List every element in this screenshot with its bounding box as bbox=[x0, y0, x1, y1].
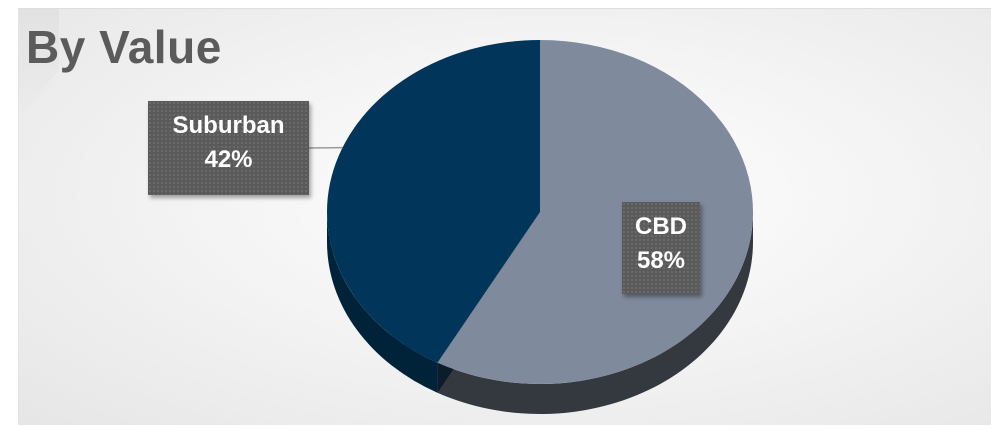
cbd-label-name: CBD bbox=[622, 210, 700, 244]
suburban-data-label: Suburban 42% bbox=[148, 101, 309, 195]
cbd-data-label: CBD 58% bbox=[622, 202, 700, 294]
suburban-label-name: Suburban bbox=[148, 109, 309, 143]
cbd-label-value: 58% bbox=[622, 244, 700, 278]
suburban-label-value: 42% bbox=[148, 143, 309, 177]
